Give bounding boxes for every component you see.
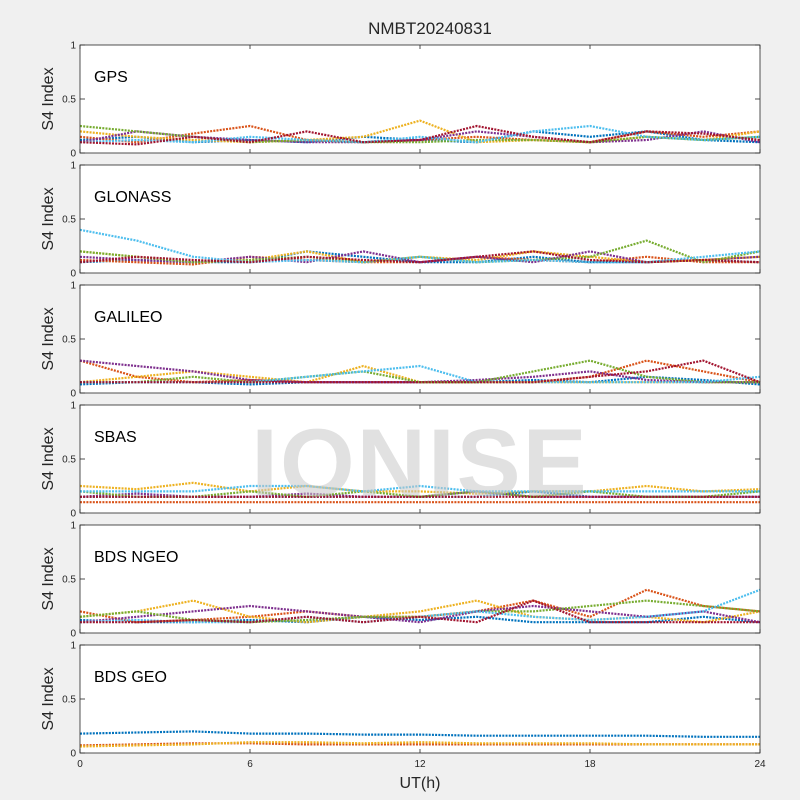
panel-label: GALILEO [94, 309, 162, 326]
x-tick-label: 0 [77, 759, 83, 770]
series-5-2 [79, 741, 760, 748]
y-tick-label: 0.5 [62, 695, 76, 706]
series-2-3 [79, 359, 760, 384]
panel-background [80, 45, 760, 153]
panel-label: SBAS [94, 429, 137, 446]
series-3-2 [79, 481, 761, 495]
panel-2: 0 0.5 1 S4 Index GALILEO [40, 281, 761, 400]
series-0-5 [79, 124, 761, 144]
y-axis-label: S4 Index [40, 547, 57, 610]
panel-background [80, 405, 760, 513]
panel-background [80, 285, 760, 393]
x-tick-label: 6 [247, 759, 253, 770]
panel-4: 0 0.5 1 S4 Index BDS NGEO [40, 521, 761, 640]
series-1-5 [79, 228, 761, 264]
series-1-6 [79, 250, 761, 264]
watermark: IONISE [251, 409, 588, 516]
x-tick-label: 24 [754, 759, 766, 770]
y-tick-label: 1 [70, 281, 76, 292]
y-tick-label: 1 [70, 641, 76, 652]
panel-5: 0 0.5 1 0 6 12 18 24 S4 Index BDS GEO [40, 641, 766, 771]
panel-label: GLONASS [94, 189, 171, 206]
x-tick-label: 18 [584, 759, 596, 770]
panel-label: GPS [94, 69, 128, 86]
y-tick-label: 0.5 [62, 335, 76, 346]
y-tick-label: 0 [70, 629, 76, 640]
y-tick-label: 1 [70, 401, 76, 412]
y-tick-label: 0.5 [62, 95, 76, 106]
y-tick-label: 0.5 [62, 215, 76, 226]
y-tick-label: 0.5 [62, 455, 76, 466]
series-4-6 [80, 599, 760, 624]
y-tick-label: 0 [70, 269, 76, 280]
y-tick-label: 0 [70, 149, 76, 160]
y-tick-label: 0.5 [62, 575, 76, 586]
y-tick-label: 0 [70, 389, 76, 400]
y-tick-label: 1 [70, 161, 76, 172]
panel-1: 0 0.5 1 S4 Index GLONASS [40, 161, 761, 280]
y-axis-label: S4 Index [40, 667, 57, 730]
series-3-5 [80, 484, 760, 493]
panel-background [80, 165, 760, 273]
series-5-0 [79, 730, 760, 738]
panel-0: 0 0.5 1 S4 Index GPS [40, 41, 761, 160]
y-tick-label: 1 [70, 41, 76, 52]
panel-3: 0 0.5 1 S4 Index SBAS [40, 401, 761, 520]
series-2-4 [80, 359, 760, 384]
series-2-6 [80, 359, 761, 384]
y-tick-label: 0 [70, 509, 76, 520]
x-tick-label: 12 [414, 759, 426, 770]
y-axis-label: S4 Index [40, 187, 57, 250]
y-axis-label: S4 Index [40, 307, 57, 370]
panel-label: BDS NGEO [94, 549, 178, 566]
y-tick-label: 0 [70, 749, 76, 760]
series-0-6 [79, 124, 761, 146]
x-axis-label: UT(h) [400, 775, 441, 792]
y-axis-label: S4 Index [40, 427, 57, 490]
y-axis-label: S4 Index [40, 67, 57, 130]
y-tick-label: 1 [70, 521, 76, 532]
panel-label: BDS GEO [94, 669, 167, 686]
panels-group: 0 0.5 1 S4 Index GPS 0 0.5 1 S4 Index GLONASS 0 0.5… [40, 41, 766, 771]
panel-background [80, 525, 760, 633]
figure-title: NMBT20240831 [368, 19, 492, 38]
panel-background [80, 645, 760, 753]
